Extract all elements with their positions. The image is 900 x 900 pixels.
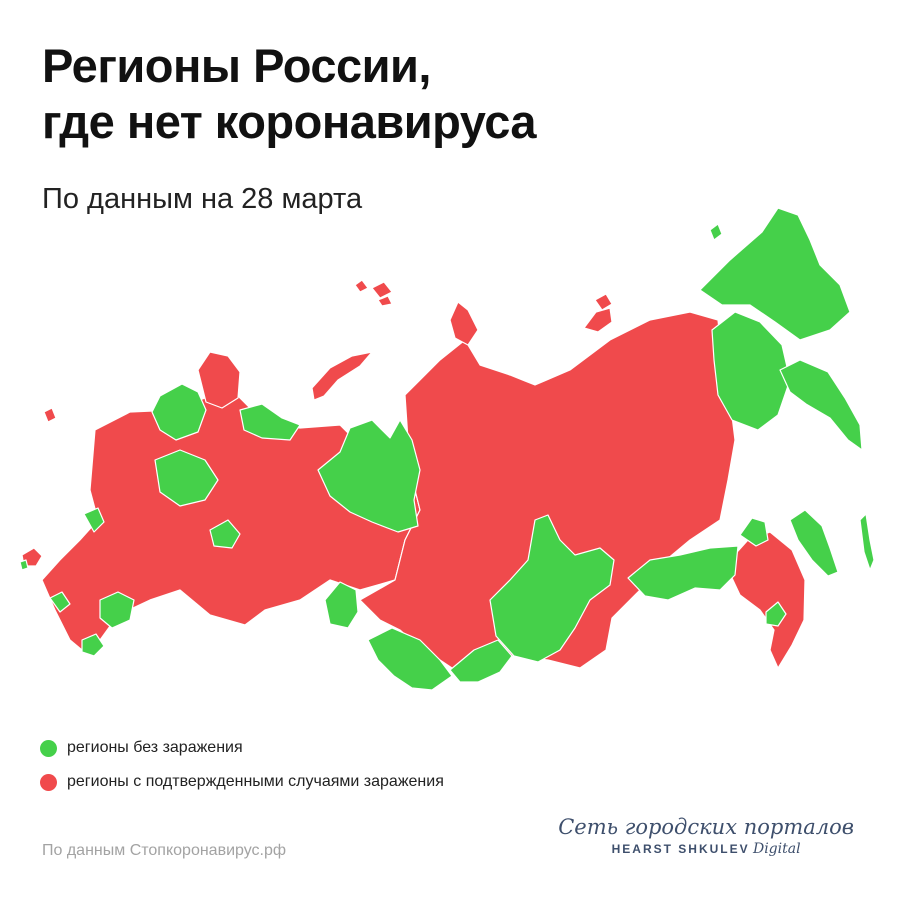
region-free-wrangel [710, 224, 722, 240]
region-infected-novaya-zemlya [312, 352, 372, 400]
region-infected-taymyr-island [450, 302, 478, 345]
russia-regions-map [0, 200, 900, 700]
title-line-1: Регионы России, [42, 38, 536, 94]
region-free-sakhalin-north [740, 518, 768, 546]
page-title: Регионы России, где нет коронавируса [42, 38, 536, 150]
legend-label-infected: регионы с подтвержденными случаями зараж… [67, 773, 444, 791]
region-free-tiny-west [20, 560, 28, 570]
data-source: По данным Стопкоронавирус.рф [42, 842, 286, 860]
map-legend: регионы без заражения регионы с подтверж… [40, 737, 444, 805]
region-infected-svalbard [44, 408, 56, 422]
legend-dot-infected [40, 774, 57, 791]
region-free-chukotka [700, 208, 850, 340]
title-line-2: где нет коронавируса [42, 94, 536, 150]
region-infected-franz-josef-2 [372, 282, 392, 298]
legend-dot-free [40, 740, 57, 757]
region-infected-primorye [730, 532, 805, 668]
region-infected-severnaya-zemlya [584, 308, 612, 332]
brand-hearst: HEARST SHKULEV [612, 842, 750, 856]
brand-digital: Digital [753, 841, 801, 857]
region-free-kurgan [325, 582, 358, 628]
region-free-caucasus-1 [100, 592, 134, 628]
brand-logo: Сеть городских порталов HEARST SHKULEV D… [558, 815, 854, 857]
brand-sub: HEARST SHKULEV Digital [558, 841, 854, 857]
legend-item-free: регионы без заражения [40, 737, 444, 759]
region-free-kuril [860, 514, 874, 570]
region-free-kamchatka [780, 360, 862, 450]
region-infected-franz-josef-1 [355, 280, 368, 292]
legend-item-infected: регионы с подтвержденными случаями зараж… [40, 771, 444, 793]
legend-label-free: регионы без заражения [67, 739, 243, 757]
brand-name: Сеть городских порталов [558, 815, 854, 839]
